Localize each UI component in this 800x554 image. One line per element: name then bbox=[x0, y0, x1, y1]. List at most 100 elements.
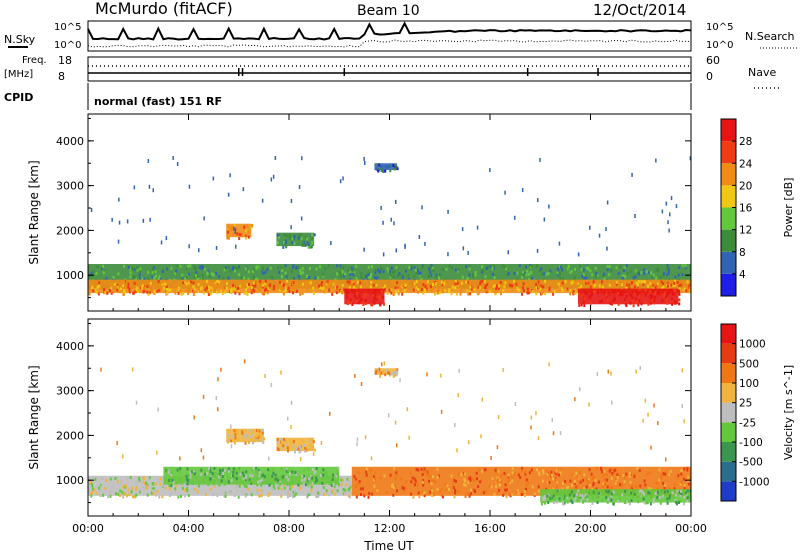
speckle bbox=[540, 502, 543, 506]
speckle bbox=[670, 283, 673, 287]
speckle bbox=[558, 272, 561, 276]
speckle bbox=[100, 266, 103, 270]
scatter-point bbox=[552, 431, 555, 436]
y-tick-label: 3000 bbox=[56, 385, 84, 398]
speckle bbox=[200, 265, 203, 268]
speckle bbox=[246, 224, 248, 228]
speckle bbox=[230, 291, 233, 295]
speckle bbox=[438, 291, 441, 295]
speckle bbox=[233, 287, 236, 291]
speckle bbox=[292, 264, 295, 268]
speckle bbox=[268, 491, 271, 495]
colorbar-tick-label: 24 bbox=[739, 158, 753, 170]
speckle bbox=[213, 482, 216, 485]
speckle bbox=[629, 301, 632, 305]
speckle bbox=[602, 482, 605, 486]
scatter-point bbox=[639, 366, 641, 370]
speckle bbox=[251, 430, 254, 434]
speckle bbox=[112, 276, 115, 279]
speckle bbox=[429, 490, 432, 494]
speckle bbox=[316, 478, 318, 482]
scatter-point bbox=[215, 245, 218, 250]
speckle bbox=[186, 486, 189, 490]
speckle bbox=[488, 290, 491, 294]
speckle bbox=[281, 475, 284, 479]
speckle bbox=[252, 439, 255, 443]
colorbar-swatch bbox=[721, 402, 736, 423]
scatter-point bbox=[393, 221, 395, 226]
speckle bbox=[402, 280, 405, 284]
speckle bbox=[457, 268, 460, 272]
speckle bbox=[272, 487, 274, 491]
speckle bbox=[236, 483, 239, 487]
speckle bbox=[575, 471, 578, 475]
speckle bbox=[563, 489, 566, 493]
scatter-point bbox=[548, 362, 550, 367]
speckle bbox=[189, 264, 192, 268]
speckle bbox=[390, 164, 393, 168]
speckle bbox=[559, 471, 562, 475]
speckle bbox=[440, 280, 443, 284]
speckle bbox=[623, 266, 626, 270]
speckle bbox=[619, 265, 622, 269]
speckle bbox=[544, 501, 547, 505]
speckle bbox=[517, 288, 520, 292]
speckle bbox=[106, 291, 109, 295]
speckle bbox=[326, 280, 329, 284]
speckle bbox=[98, 284, 101, 288]
speckle bbox=[280, 487, 283, 491]
speckle bbox=[152, 492, 155, 496]
speckle bbox=[660, 287, 663, 291]
speckle bbox=[234, 468, 237, 472]
speckle bbox=[147, 292, 150, 296]
scatter-point bbox=[458, 368, 460, 373]
speckle bbox=[494, 468, 497, 472]
speckle bbox=[375, 289, 378, 292]
speckle bbox=[244, 436, 247, 440]
speckle bbox=[635, 290, 637, 294]
speckle bbox=[635, 301, 638, 305]
power-scale-lo-right: 10^0 bbox=[706, 40, 733, 51]
speckle bbox=[174, 487, 177, 491]
speckle bbox=[614, 468, 617, 472]
speckle bbox=[663, 490, 666, 494]
speckle bbox=[183, 488, 186, 492]
speckle bbox=[649, 495, 652, 499]
speckle bbox=[278, 270, 281, 274]
speckle bbox=[241, 478, 244, 482]
speckle bbox=[383, 288, 386, 292]
scatter-point bbox=[521, 188, 524, 193]
speckle bbox=[455, 479, 457, 483]
speckle bbox=[258, 438, 261, 442]
speckle bbox=[497, 469, 500, 473]
speckle bbox=[393, 283, 396, 287]
speckle bbox=[168, 487, 171, 491]
speckle bbox=[298, 450, 301, 454]
speckle bbox=[275, 477, 278, 481]
speckle bbox=[601, 499, 604, 503]
speckle bbox=[143, 481, 145, 485]
speckle bbox=[609, 486, 612, 490]
colorbar-tick-label: 16 bbox=[739, 203, 753, 215]
speckle bbox=[435, 275, 438, 279]
scatter-point bbox=[683, 419, 685, 424]
speckle bbox=[448, 264, 451, 268]
speckle bbox=[261, 478, 263, 482]
speckle bbox=[608, 273, 611, 277]
speckle bbox=[262, 271, 265, 275]
speckle bbox=[284, 289, 287, 292]
speckle bbox=[138, 273, 141, 277]
scatter-point bbox=[160, 240, 163, 245]
speckle bbox=[123, 264, 126, 268]
speckle bbox=[395, 265, 398, 269]
speckle bbox=[266, 268, 269, 272]
speckle bbox=[392, 372, 394, 376]
speckle bbox=[648, 471, 651, 475]
speckle bbox=[431, 494, 434, 497]
speckle bbox=[129, 279, 131, 283]
speckle bbox=[546, 494, 549, 498]
speckle bbox=[678, 298, 681, 302]
speckle bbox=[626, 500, 629, 504]
speckle bbox=[328, 288, 331, 292]
speckle bbox=[437, 291, 439, 295]
